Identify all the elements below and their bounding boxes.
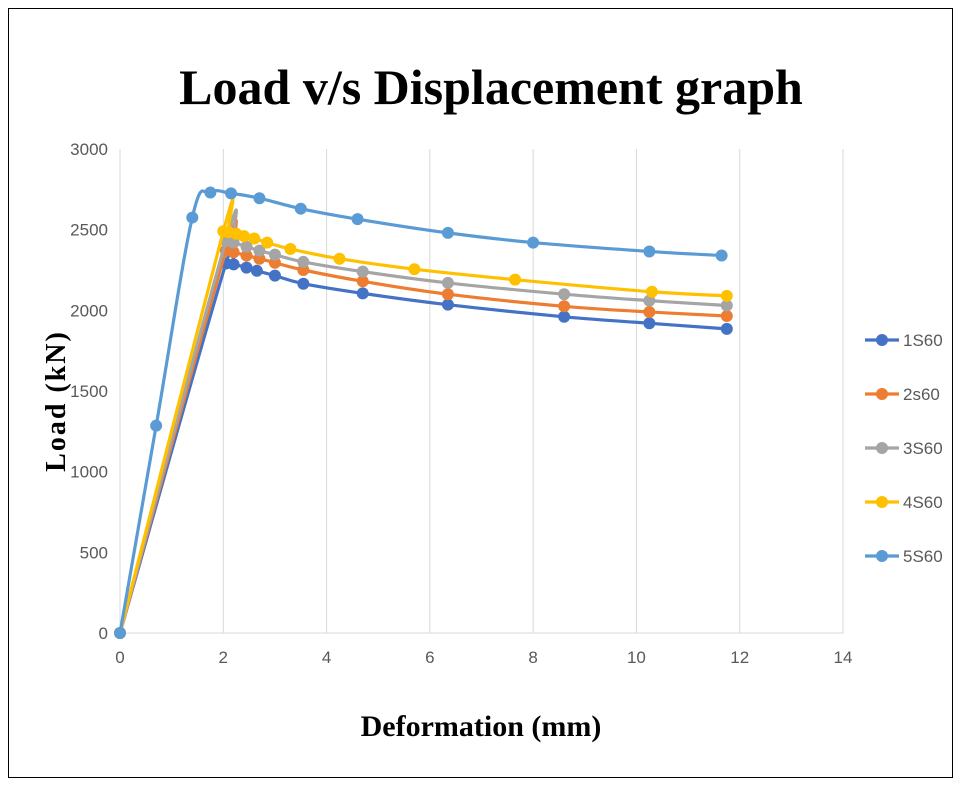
data-point [356, 275, 369, 288]
x-tick-label: 2 [219, 648, 228, 667]
data-point [186, 211, 199, 224]
legend-marker [876, 496, 888, 508]
data-point [261, 236, 274, 249]
legend-marker [876, 334, 888, 346]
data-point [240, 261, 253, 274]
data-point [294, 202, 307, 215]
legend-label: 4S60 [903, 493, 943, 512]
series-4S60 [114, 197, 733, 639]
y-axis-label: Load (kN) [41, 330, 72, 472]
x-tick-label: 12 [730, 648, 749, 667]
data-point [227, 258, 240, 271]
series-2s60 [114, 218, 733, 639]
data-point [408, 263, 421, 276]
data-point [720, 322, 733, 335]
data-point [114, 627, 126, 639]
data-point [558, 310, 571, 323]
y-tick-label: 1000 [70, 463, 108, 482]
y-tick-label: 3000 [70, 140, 108, 159]
x-tick-label: 14 [834, 648, 853, 667]
data-point [441, 288, 454, 301]
data-point [643, 317, 656, 330]
legend-item: 1S60 [865, 331, 943, 350]
data-point [351, 213, 364, 226]
data-point [643, 245, 656, 258]
legend-marker [876, 550, 888, 562]
series-3S60 [114, 208, 733, 639]
data-point [240, 249, 253, 262]
data-point [645, 285, 658, 298]
x-tick-label: 4 [322, 648, 331, 667]
data-point [227, 246, 240, 259]
data-point [441, 276, 454, 289]
data-point [720, 299, 733, 312]
x-tick-label: 10 [627, 648, 646, 667]
data-point [225, 187, 238, 200]
legend-item: 4S60 [865, 493, 943, 512]
data-point [268, 248, 281, 261]
data-point [268, 269, 281, 282]
legend-label: 3S60 [903, 439, 943, 458]
data-point [253, 192, 266, 205]
data-point [240, 240, 253, 253]
data-point [356, 287, 369, 300]
chart: Load v/s Displacement graph 0 2 4 6 8 10 12 140… [41, 59, 943, 743]
data-point [720, 309, 733, 322]
data-point [237, 230, 250, 243]
y-tick-label: 1500 [70, 382, 108, 401]
y-tick-label: 2500 [70, 221, 108, 240]
data-point [441, 298, 454, 311]
legend-item: 2s60 [865, 385, 940, 404]
legend-label: 5S60 [903, 547, 943, 566]
data-point [720, 289, 733, 302]
data-point [253, 244, 266, 257]
y-tick-label: 0 [99, 624, 108, 643]
legend: 1S60 2s60 3S60 4S60 5S60 [865, 331, 943, 566]
y-tick-label: 500 [80, 543, 108, 562]
axes: 0 2 4 6 8 10 12 14 0 500 1000 1500 2000 2500 3000 [70, 140, 852, 667]
chart-title: Load v/s Displacement graph [179, 59, 803, 115]
data-point [250, 264, 263, 277]
x-tick-label: 0 [115, 648, 124, 667]
series-1S60 [114, 232, 733, 639]
legend-marker [876, 442, 888, 454]
legend-label: 1S60 [903, 331, 943, 350]
data-point [297, 255, 310, 268]
legend-item: 5S60 [865, 547, 943, 566]
y-tick-label: 2000 [70, 301, 108, 320]
chart-frame: Load v/s Displacement graph 0 2 4 6 8 10 12 14 0… [8, 8, 953, 778]
series-line [118, 197, 727, 634]
x-axis-label: Deformation (mm) [361, 710, 602, 743]
data-point [248, 232, 261, 245]
data-point [558, 300, 571, 313]
x-tick-label: 8 [528, 648, 537, 667]
x-tick-label: 6 [425, 648, 434, 667]
data-point [527, 236, 540, 249]
data-point [356, 265, 369, 278]
data-point [204, 186, 217, 199]
series-5S60 [114, 186, 728, 639]
legend-item: 3S60 [865, 439, 943, 458]
legend-marker [876, 388, 888, 400]
data-point [150, 419, 163, 432]
data-point [509, 273, 522, 286]
data-point [333, 252, 346, 265]
data-point [643, 305, 656, 318]
series-layer [114, 186, 733, 639]
data-point [284, 243, 297, 256]
data-point [558, 288, 571, 301]
data-point [715, 249, 728, 262]
data-point [297, 277, 310, 290]
data-point [441, 226, 454, 239]
legend-label: 2s60 [903, 385, 940, 404]
series-line [118, 189, 722, 634]
